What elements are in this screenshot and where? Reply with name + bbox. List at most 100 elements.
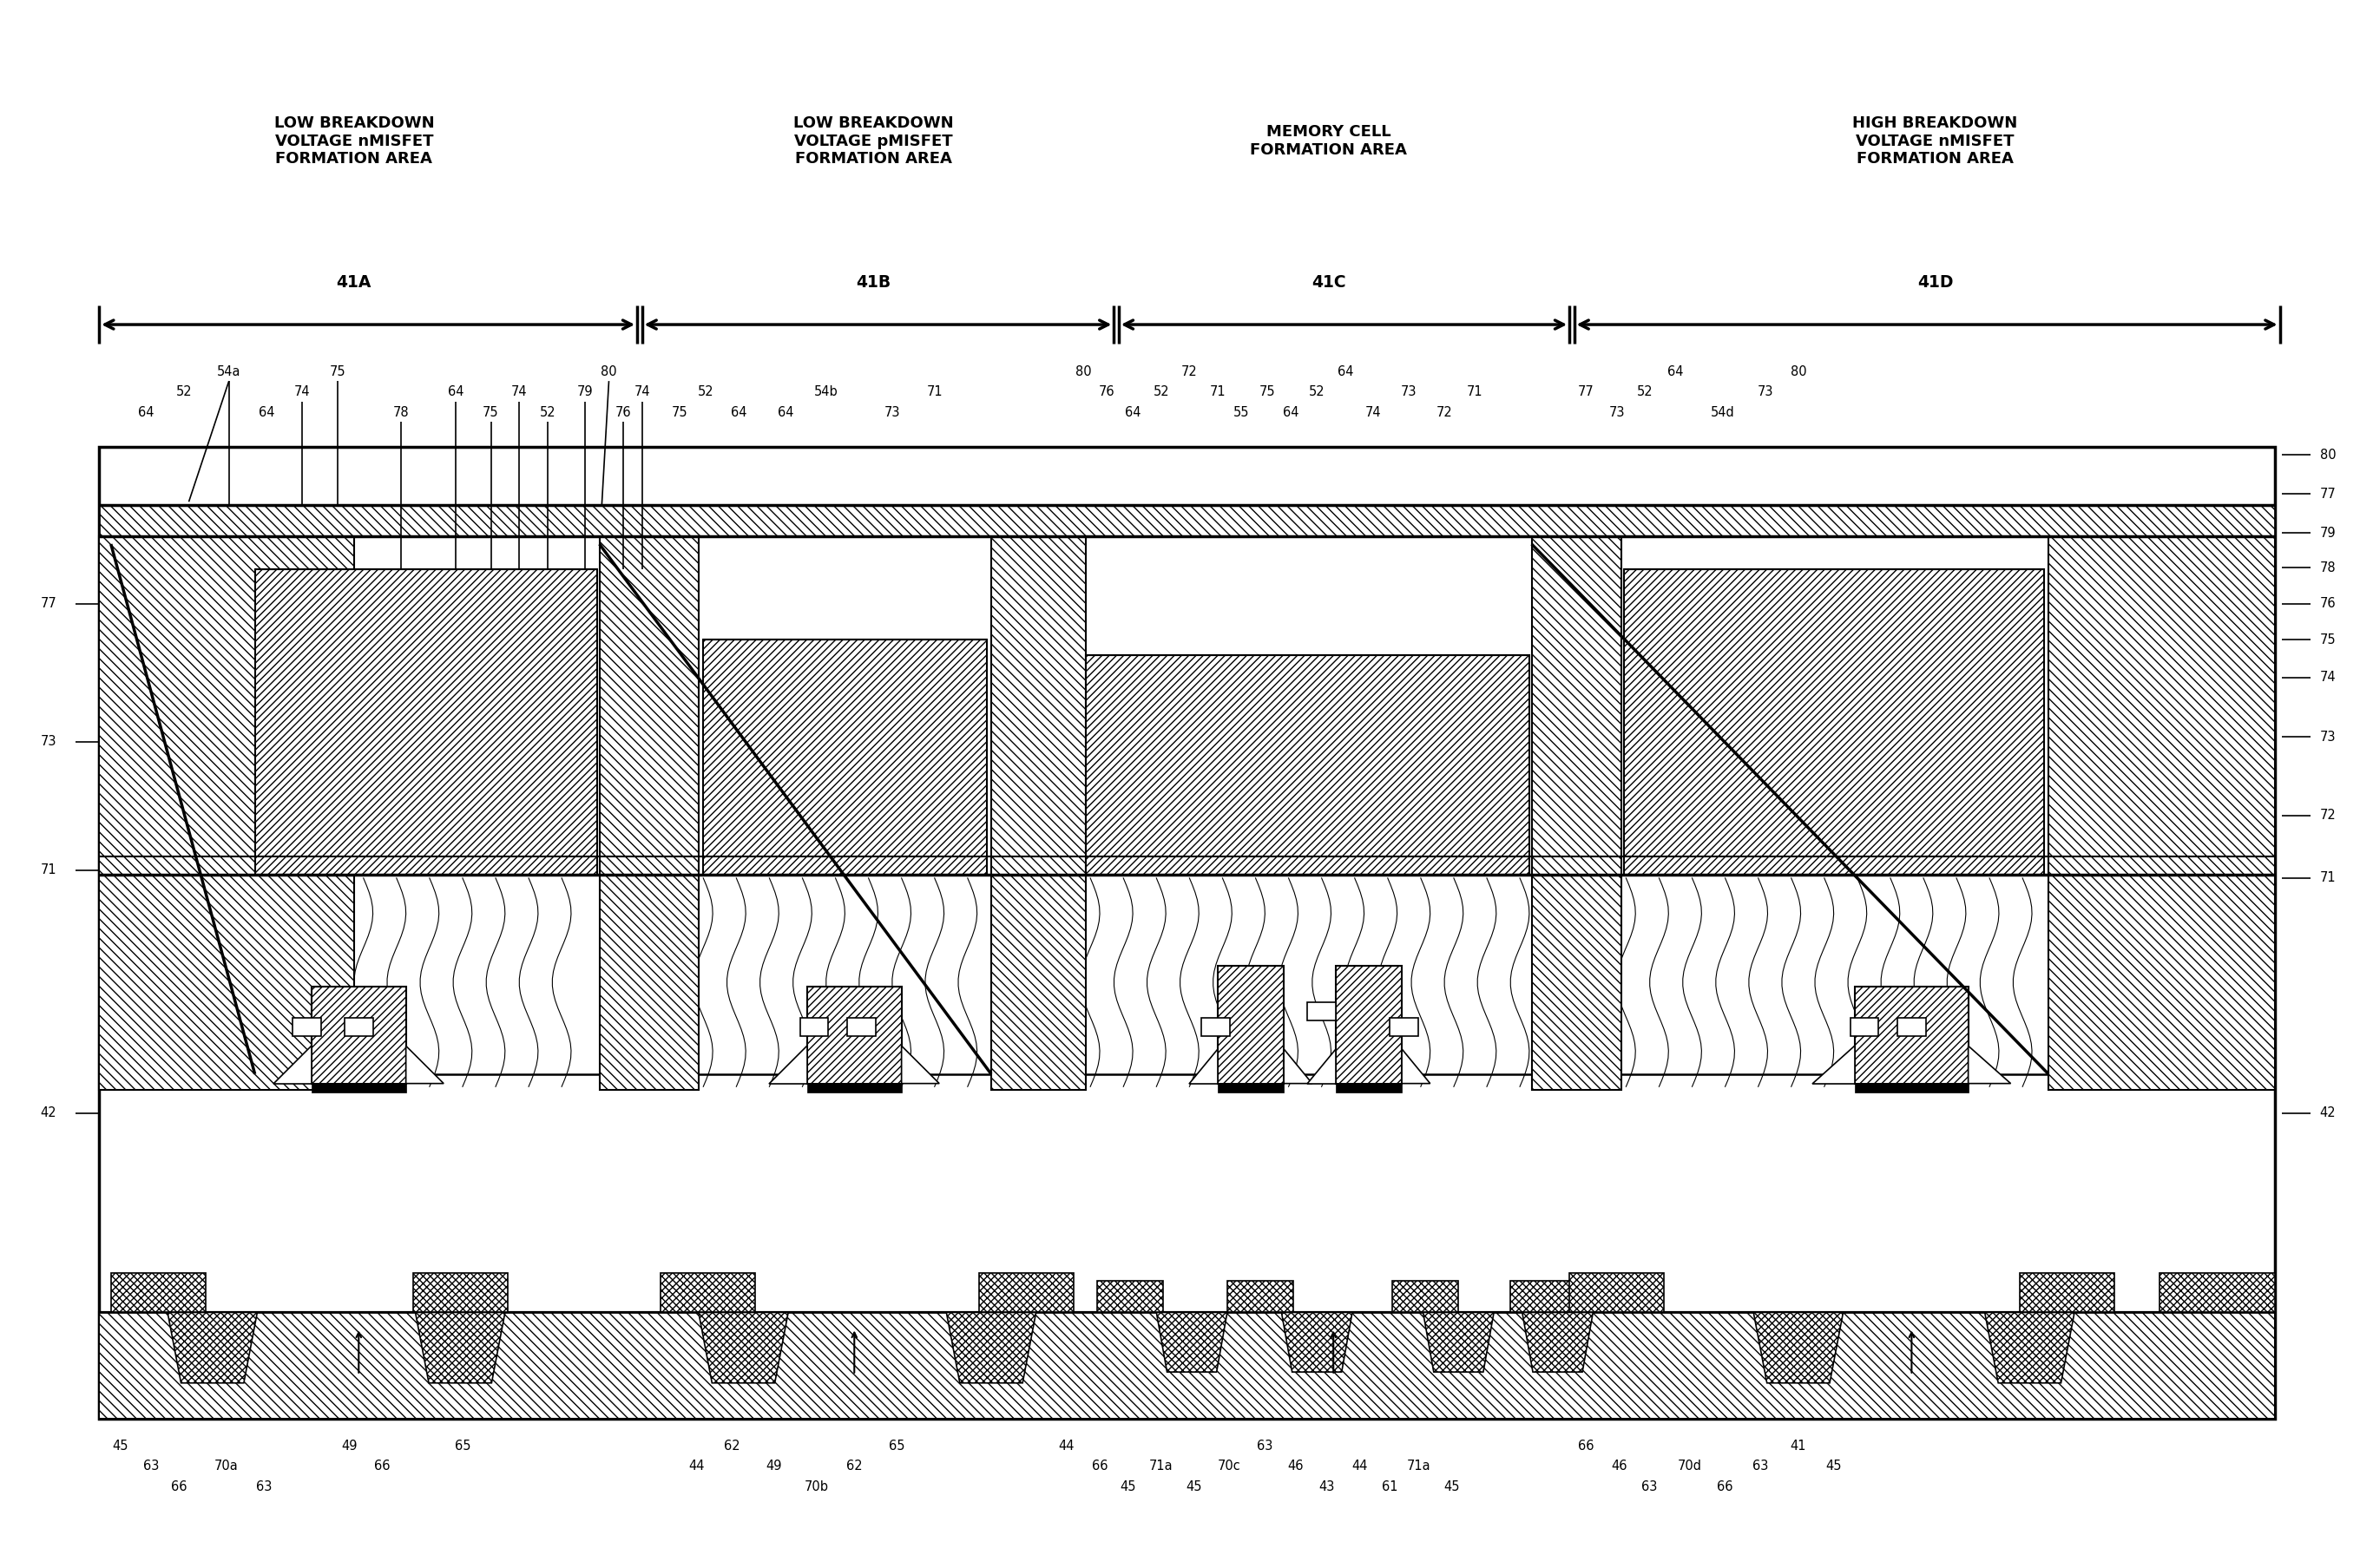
Polygon shape: [1307, 1049, 1336, 1083]
Text: 78: 78: [2320, 561, 2336, 574]
Text: 52: 52: [177, 386, 191, 398]
Polygon shape: [1189, 1049, 1218, 1083]
Polygon shape: [1423, 1312, 1494, 1372]
Text: 45: 45: [1444, 1480, 1458, 1493]
Text: MEMORY CELL
FORMATION AREA: MEMORY CELL FORMATION AREA: [1251, 124, 1407, 158]
Text: 46: 46: [1612, 1460, 1626, 1472]
Text: 75: 75: [330, 365, 345, 378]
Bar: [1086, 655, 1529, 875]
Text: 52: 52: [540, 406, 555, 419]
Text: LOW BREAKDOWN
VOLTAGE nMISFET
FORMATION AREA: LOW BREAKDOWN VOLTAGE nMISFET FORMATION …: [274, 116, 434, 166]
Bar: [1532, 536, 1621, 1090]
Text: 55: 55: [1234, 406, 1248, 419]
Bar: [312, 1083, 406, 1093]
Text: 72: 72: [1182, 365, 1197, 378]
Polygon shape: [1985, 1312, 2074, 1383]
Text: 64: 64: [1284, 406, 1298, 419]
Bar: [847, 1018, 876, 1036]
Bar: [1390, 1018, 1418, 1036]
Text: 45: 45: [113, 1439, 127, 1452]
Polygon shape: [168, 1312, 257, 1383]
Bar: [1897, 1018, 1926, 1036]
Text: 66: 66: [1718, 1480, 1732, 1493]
Bar: [991, 536, 1086, 1090]
Polygon shape: [1968, 1046, 2011, 1083]
Text: 54b: 54b: [814, 386, 838, 398]
Text: 74: 74: [295, 386, 309, 398]
Bar: [1855, 1083, 1968, 1093]
Text: 71: 71: [2320, 872, 2336, 884]
Bar: [599, 536, 699, 1090]
Bar: [1201, 1018, 1230, 1036]
Text: 76: 76: [616, 406, 630, 419]
Text: 75: 75: [673, 406, 687, 419]
Text: 62: 62: [725, 1439, 739, 1452]
Text: 71: 71: [40, 864, 57, 877]
Bar: [800, 1018, 828, 1036]
Text: 73: 73: [40, 735, 57, 748]
Text: 71a: 71a: [1149, 1460, 1173, 1472]
Text: 71a: 71a: [1407, 1460, 1430, 1472]
Text: 74: 74: [2320, 671, 2336, 684]
Text: 73: 73: [1402, 386, 1416, 398]
Text: 49: 49: [342, 1439, 356, 1452]
Polygon shape: [1402, 1049, 1430, 1083]
Bar: [312, 986, 406, 1083]
Text: 80: 80: [1076, 365, 1090, 378]
Bar: [1307, 1002, 1336, 1021]
Bar: [1336, 966, 1402, 1083]
Text: 72: 72: [1437, 406, 1451, 419]
Bar: [979, 1273, 1074, 1312]
Bar: [1569, 1273, 1664, 1312]
Text: 66: 66: [1579, 1439, 1593, 1452]
Bar: [2048, 536, 2275, 1090]
Text: 66: 66: [1093, 1460, 1107, 1472]
Text: 63: 63: [257, 1480, 271, 1493]
Text: 45: 45: [1827, 1460, 1841, 1472]
Bar: [293, 1018, 321, 1036]
Text: 44: 44: [1060, 1439, 1074, 1452]
Bar: [1336, 1083, 1402, 1093]
Bar: [807, 1083, 902, 1093]
Text: 42: 42: [2320, 1107, 2336, 1120]
Text: 46: 46: [1289, 1460, 1303, 1472]
Text: 61: 61: [1383, 1480, 1397, 1493]
Bar: [1097, 1281, 1163, 1312]
Bar: [111, 1273, 205, 1312]
Polygon shape: [1753, 1312, 1843, 1383]
Polygon shape: [415, 1312, 505, 1383]
Text: 64: 64: [1669, 365, 1683, 378]
Text: 41: 41: [1791, 1439, 1805, 1452]
Text: 72: 72: [2320, 809, 2336, 822]
Text: 41B: 41B: [857, 274, 890, 290]
Bar: [413, 1273, 507, 1312]
Bar: [1850, 1018, 1879, 1036]
Text: 64: 64: [1126, 406, 1140, 419]
Text: 64: 64: [732, 406, 746, 419]
Text: 64: 64: [260, 406, 274, 419]
Polygon shape: [1156, 1312, 1227, 1372]
Text: 70c: 70c: [1218, 1460, 1241, 1472]
Text: 66: 66: [375, 1460, 389, 1472]
Bar: [2159, 1273, 2275, 1312]
Text: 77: 77: [1579, 386, 1593, 398]
Text: 79: 79: [578, 386, 592, 398]
Text: 76: 76: [1100, 386, 1114, 398]
Bar: [345, 1018, 373, 1036]
Text: 52: 52: [1154, 386, 1168, 398]
Text: 63: 63: [1643, 1480, 1657, 1493]
Text: 41A: 41A: [337, 274, 371, 290]
Text: 62: 62: [847, 1460, 861, 1472]
Text: 80: 80: [2320, 448, 2336, 461]
Bar: [99, 447, 2275, 1419]
Polygon shape: [902, 1046, 939, 1083]
Bar: [99, 1312, 2275, 1419]
Text: 70d: 70d: [1678, 1460, 1702, 1472]
Text: 75: 75: [1260, 386, 1274, 398]
Text: 73: 73: [1758, 386, 1772, 398]
Bar: [2020, 1273, 2115, 1312]
Text: 66: 66: [172, 1480, 186, 1493]
Text: 73: 73: [885, 406, 899, 419]
Text: 74: 74: [512, 386, 526, 398]
Text: 80: 80: [602, 365, 616, 378]
